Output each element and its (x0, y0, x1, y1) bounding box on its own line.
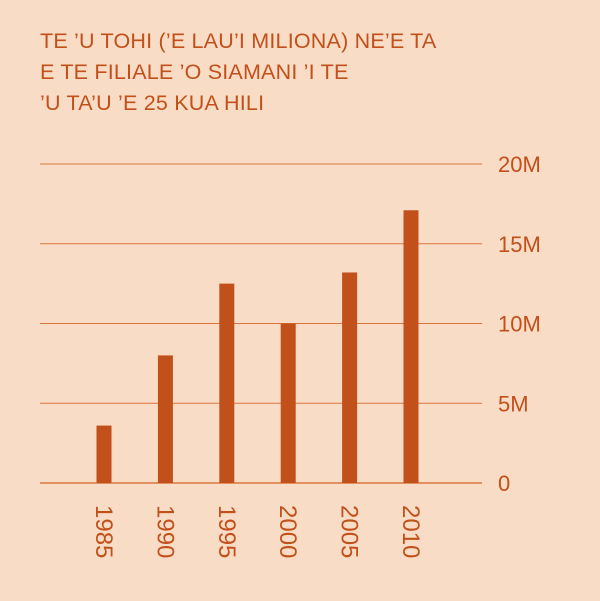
x-tick-label: 1990 (151, 505, 178, 558)
x-axis-ticks: 1985 1990 1995 2000 2005 2010 (90, 505, 424, 558)
x-tick-label: 2005 (336, 505, 363, 558)
y-tick-label: 10M (498, 312, 541, 337)
x-tick-label: 2000 (274, 505, 301, 558)
x-tick-label: 2010 (397, 505, 424, 558)
y-tick-label: 0 (498, 471, 510, 496)
x-tick-label: 1985 (90, 505, 117, 558)
bars (96, 210, 419, 483)
chart-title-line-1: TE ’U TOHI (’E LAU’I MILIONA) NE’E TA (40, 29, 437, 53)
bar-1995 (219, 283, 235, 483)
y-tick-label: 5M (498, 391, 529, 416)
chart-title-line-3: ’U TA’U ’E 25 KUA HILI (40, 91, 265, 115)
y-tick-label: 15M (498, 232, 541, 257)
bar-2010 (403, 210, 419, 483)
chart-title: TE ’U TOHI (’E LAU’I MILIONA) NE’E TA E … (40, 26, 560, 119)
chart-title-line-2: E TE FILIALE ’O SIAMANI ’I TE (40, 60, 349, 84)
bar-1990 (157, 355, 173, 483)
bar-2000 (280, 323, 296, 483)
y-tick-label: 20M (498, 152, 541, 177)
y-axis-ticks: 0 5M 10M 15M 20M (498, 152, 541, 496)
bar-1985 (96, 425, 112, 483)
bar-2005 (342, 272, 358, 483)
x-tick-label: 1995 (213, 505, 240, 558)
